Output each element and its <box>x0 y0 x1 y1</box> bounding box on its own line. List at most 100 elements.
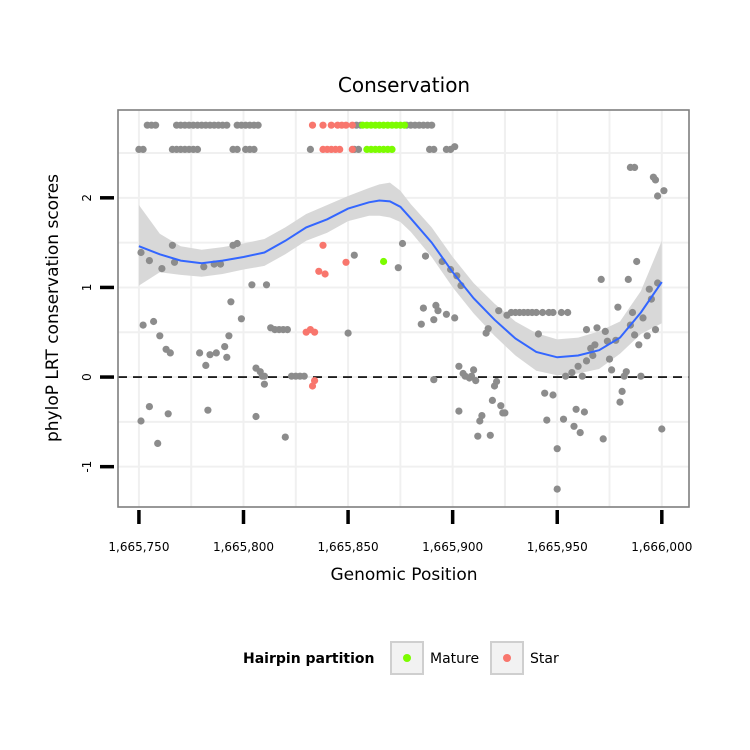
data-point-other <box>196 349 204 357</box>
data-point-other <box>470 366 478 374</box>
smooth-curve-layer <box>138 199 663 359</box>
data-point-other <box>539 308 547 317</box>
legend-title: Hairpin partition <box>243 651 374 667</box>
x-tick-label: 1,665,750 <box>108 540 169 554</box>
data-point-other <box>570 422 578 430</box>
data-point-star <box>319 121 327 129</box>
data-point-other <box>156 332 164 340</box>
data-point-other <box>233 239 241 248</box>
data-point-other <box>495 307 503 315</box>
data-point-other <box>442 310 450 318</box>
data-point-other <box>419 304 427 312</box>
data-point-other <box>493 377 501 386</box>
y-axis-title: phyloP LRT conservation scores <box>43 174 63 442</box>
data-point-other <box>145 403 153 411</box>
data-point-other <box>306 145 314 153</box>
legend-dot-mature <box>403 654 411 662</box>
data-point-other <box>150 317 158 326</box>
data-point-other <box>417 320 425 328</box>
data-point-star <box>348 145 356 153</box>
data-point-other <box>394 264 402 272</box>
data-point-other <box>154 439 162 447</box>
data-point-other <box>455 407 463 415</box>
data-point-other <box>166 349 174 357</box>
data-point-other <box>428 121 436 129</box>
data-point-star <box>311 328 319 336</box>
data-point-star <box>348 121 356 129</box>
data-point-other <box>168 241 176 249</box>
data-point-other <box>564 308 572 317</box>
data-point-mature <box>400 121 409 129</box>
data-points <box>135 121 668 493</box>
data-point-mature <box>380 257 388 266</box>
data-point-other <box>628 308 637 317</box>
legend-dot-star <box>503 654 511 662</box>
data-point-other <box>639 314 647 322</box>
y-tick-label: 2 <box>80 194 94 202</box>
data-point-other <box>597 275 605 283</box>
x-tick-label: 1,665,900 <box>422 540 483 554</box>
data-point-other <box>421 252 430 260</box>
data-point-other <box>139 145 147 153</box>
data-point-other <box>193 145 202 153</box>
data-point-other <box>580 408 589 416</box>
data-point-other <box>250 145 258 153</box>
data-point-other <box>248 281 256 289</box>
data-point-other <box>618 387 626 395</box>
x-tick-label: 1,666,000 <box>631 540 692 554</box>
data-point-star <box>315 267 323 275</box>
data-point-other <box>633 257 641 266</box>
data-point-other <box>660 187 668 195</box>
data-point-other <box>582 357 591 365</box>
data-point-other <box>549 308 557 317</box>
data-point-other <box>631 163 639 171</box>
data-point-other <box>354 145 363 153</box>
data-point-other <box>281 433 289 441</box>
data-point-star <box>311 377 319 385</box>
data-point-other <box>631 331 639 339</box>
data-point-other <box>223 353 231 361</box>
data-point-other <box>158 265 166 273</box>
data-point-other <box>651 176 660 184</box>
data-point-other <box>605 355 614 363</box>
data-point-star <box>342 121 350 129</box>
data-point-other <box>202 361 210 369</box>
data-point-other <box>139 321 147 329</box>
data-point-other <box>486 431 494 439</box>
data-point-other <box>599 435 607 443</box>
data-point-other <box>616 398 624 406</box>
x-tick-label: 1,665,800 <box>213 540 274 554</box>
data-point-other <box>223 121 231 129</box>
data-point-other <box>608 366 616 374</box>
x-tick-label: 1,665,850 <box>318 540 379 554</box>
data-point-other <box>262 281 271 289</box>
y-tick-label: 0 <box>80 373 94 381</box>
data-point-other <box>212 349 220 357</box>
data-point-other <box>658 425 666 433</box>
data-point-other <box>501 409 509 417</box>
data-point-other <box>651 326 660 334</box>
data-point-star <box>336 145 344 153</box>
data-point-other <box>430 376 438 384</box>
data-point-other <box>137 248 145 257</box>
legend-entry-mature: Mature <box>390 641 479 675</box>
data-point-star <box>302 328 310 336</box>
data-point-other <box>430 145 438 153</box>
data-point-other <box>478 412 486 420</box>
data-point-other <box>200 263 208 271</box>
data-point-other <box>434 307 442 315</box>
data-point-other <box>589 351 597 360</box>
data-point-other <box>488 396 496 404</box>
data-point-other <box>568 369 576 377</box>
data-point-other <box>578 372 586 380</box>
data-point-other <box>574 362 582 370</box>
data-point-other <box>576 429 584 437</box>
data-point-other <box>474 432 482 440</box>
data-point-other <box>254 121 262 129</box>
data-point-other <box>553 485 561 493</box>
data-point-other <box>557 308 566 317</box>
data-point-other <box>451 314 459 322</box>
data-point-other <box>145 257 153 265</box>
data-point-other <box>562 372 570 380</box>
